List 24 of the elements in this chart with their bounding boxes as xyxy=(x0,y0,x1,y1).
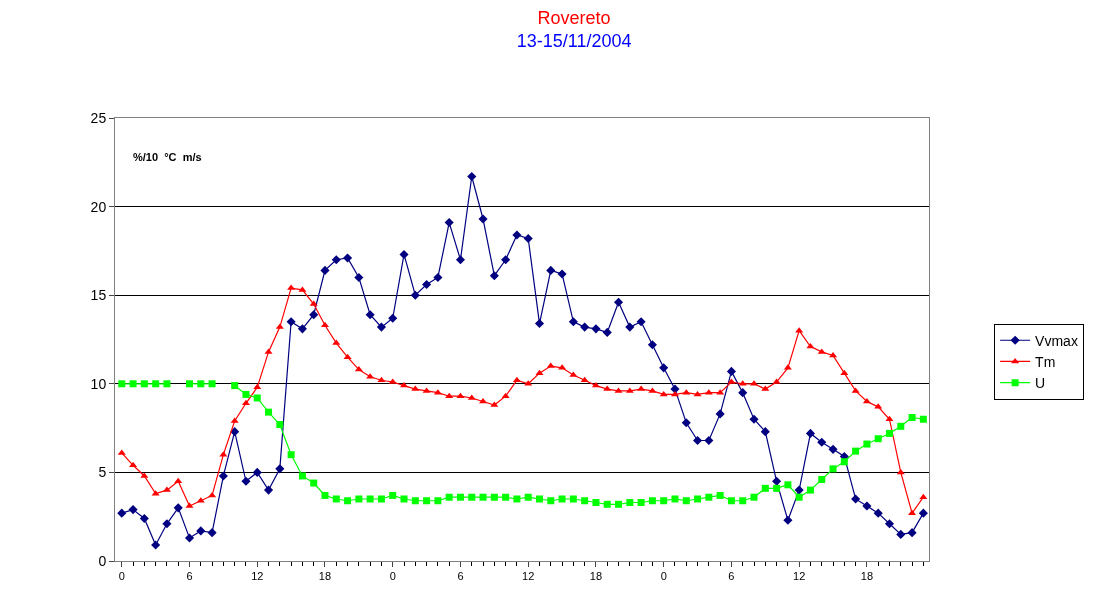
y-tick-label: 25 xyxy=(90,109,107,126)
y-tick-label: 0 xyxy=(98,552,107,569)
x-tick-label: 6 xyxy=(186,570,193,583)
x-tick-label: 12 xyxy=(522,570,535,583)
x-tick-label: 0 xyxy=(389,570,396,583)
chart-subtitle: 13-15/11/2004 xyxy=(516,31,632,52)
x-tick-label: 6 xyxy=(457,570,464,583)
legend-label: Tm xyxy=(1035,353,1056,370)
legend-label: U xyxy=(1035,375,1046,392)
x-tick-label: 12 xyxy=(793,570,806,583)
y-tick-label: 15 xyxy=(90,287,107,304)
x-tick-label: 0 xyxy=(118,570,125,583)
chart-title: Rovereto xyxy=(537,8,611,29)
y-tick-label: 10 xyxy=(90,375,107,392)
x-tick-label: 6 xyxy=(728,570,735,583)
annotation: %/10 °C m/s xyxy=(133,151,202,163)
x-tick-label: 0 xyxy=(660,570,667,583)
y-tick-label: 5 xyxy=(98,464,107,481)
legend-label: Vvmax xyxy=(1035,332,1078,349)
x-tick-label: 18 xyxy=(318,570,332,583)
y-tick-label: 20 xyxy=(90,198,107,215)
x-tick-label: 18 xyxy=(860,570,874,583)
x-tick-label: 18 xyxy=(589,570,603,583)
x-tick-label: 12 xyxy=(251,570,264,583)
